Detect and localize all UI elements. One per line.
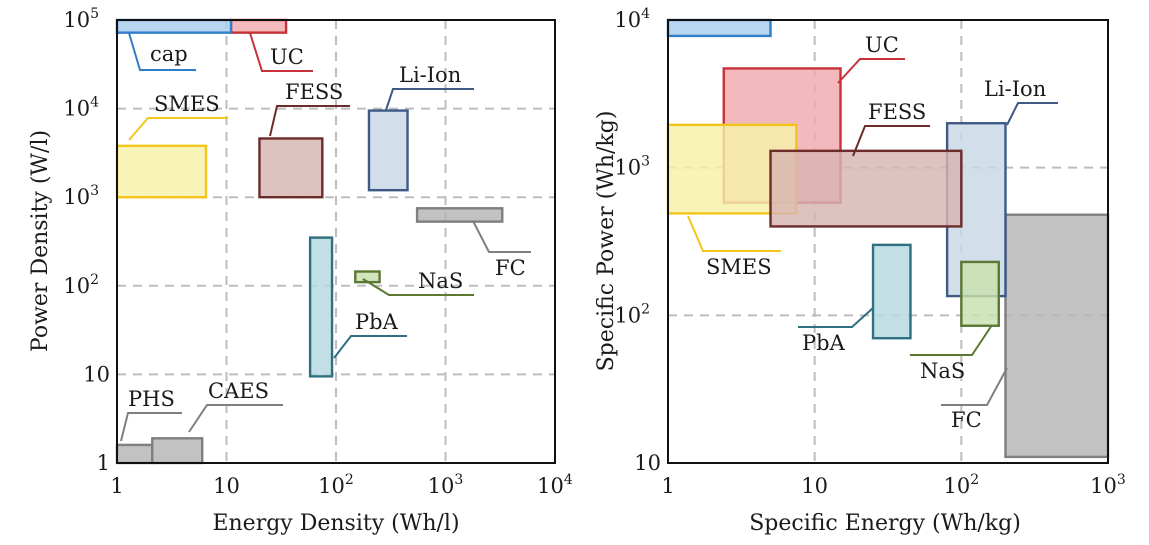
y-tick-label: 104 [63, 95, 99, 121]
label-fess: FESS [285, 80, 343, 104]
y-tick-label: 1 [97, 451, 110, 475]
box-smes [115, 144, 208, 199]
leader-fc [941, 367, 1008, 406]
y-tick-label: 103 [63, 183, 99, 209]
label-li-ion: Li-Ion [399, 63, 461, 87]
leader-nas [362, 278, 474, 296]
y-tick-label: 10 [634, 451, 661, 475]
box-nas [960, 260, 1000, 327]
y-tick-label: 102 [63, 272, 99, 298]
x-tick-label: 10 [213, 474, 240, 498]
box-fess [769, 149, 963, 228]
x-tick-label: 103 [428, 472, 464, 498]
label-fess: FESS [868, 100, 926, 124]
callouts: cap UC SMES FESS Li-Ion FC PbA NaS PHS CAES [120, 32, 531, 442]
x-axis-title: Energy Density (Wh/l) [212, 511, 459, 536]
label-nas: NaS [418, 269, 463, 293]
plot-frame [667, 19, 1109, 464]
box-cap [666, 18, 772, 38]
leader-phs [120, 412, 182, 442]
label-phs: PHS [128, 387, 175, 411]
x-tick-label: 104 [537, 472, 573, 498]
x-tick-label: 103 [1090, 472, 1126, 498]
grid [668, 20, 1108, 463]
box-phs [115, 443, 154, 465]
box-fc [415, 207, 504, 223]
label-pba: PbA [355, 310, 399, 334]
label-smes: SMES [706, 255, 772, 279]
range-boxes [115, 18, 504, 465]
label-fc: FC [495, 256, 526, 280]
y-tick-label: 103 [614, 154, 650, 180]
x-tick-label: 102 [944, 472, 980, 498]
y-tick-labels: 1 10 102 103 104 105 [63, 6, 110, 475]
x-tick-labels: 1 10 102 103 104 [110, 472, 573, 498]
chart-energy-power-density: cap UC SMES FESS Li-Ion FC PbA NaS PHS CAES 1 10 102… [28, 6, 573, 536]
x-tick-label: 1 [110, 474, 123, 498]
x-tick-labels: 1 10 102 103 [661, 472, 1126, 498]
box-li-ion [367, 109, 409, 192]
label-pba: PbA [802, 331, 846, 355]
range-boxes [666, 18, 1110, 459]
box-fess [258, 137, 324, 199]
label-li-ion: Li-Ion [984, 77, 1046, 101]
leader-pba [333, 335, 407, 359]
box-uc [229, 18, 288, 34]
leader-fc [472, 220, 531, 253]
label-caes: CAES [208, 379, 269, 403]
x-tick-label: 10 [801, 474, 828, 498]
leader-smes [687, 215, 781, 252]
box-fc [1004, 213, 1110, 459]
label-cap: cap [150, 42, 188, 66]
x-tick-label: 102 [318, 472, 354, 498]
box-cap [115, 18, 233, 34]
box-pba [308, 236, 334, 378]
y-tick-labels: 10 102 103 104 [614, 6, 661, 475]
box-caes [151, 437, 204, 465]
leader-li-ion [1006, 102, 1058, 126]
label-nas: NaS [920, 359, 965, 383]
leader-li-ion [385, 88, 474, 111]
y-tick-label: 102 [614, 301, 650, 327]
x-tick-label: 1 [661, 474, 674, 498]
box-nas [354, 270, 381, 284]
y-tick-label: 104 [614, 6, 650, 32]
leader-nas [910, 324, 993, 356]
plot-frame [116, 19, 556, 464]
leader-caes [188, 404, 283, 433]
leader-uc [837, 58, 905, 84]
y-axis-title: Power Density (W/l) [28, 130, 53, 352]
callouts: FC Li-Ion UC SMES FESS PbA NaS [687, 33, 1058, 432]
leader-pba [798, 307, 874, 328]
label-fc: FC [951, 408, 982, 432]
leader-fess [269, 105, 350, 137]
y-tick-label: 10 [83, 362, 110, 386]
y-axis-title: Specific Power (Wh/kg) [594, 111, 619, 372]
x-axis-title: Specific Energy (Wh/kg) [749, 511, 1021, 536]
label-uc: UC [270, 45, 304, 69]
y-tick-label: 105 [63, 6, 99, 32]
leader-uc [249, 32, 313, 72]
label-smes: SMES [154, 92, 220, 116]
leader-smes [128, 117, 228, 141]
box-pba [871, 243, 912, 340]
label-uc: UC [865, 33, 899, 57]
leader-fess [852, 125, 930, 157]
leader-cap [128, 32, 196, 71]
